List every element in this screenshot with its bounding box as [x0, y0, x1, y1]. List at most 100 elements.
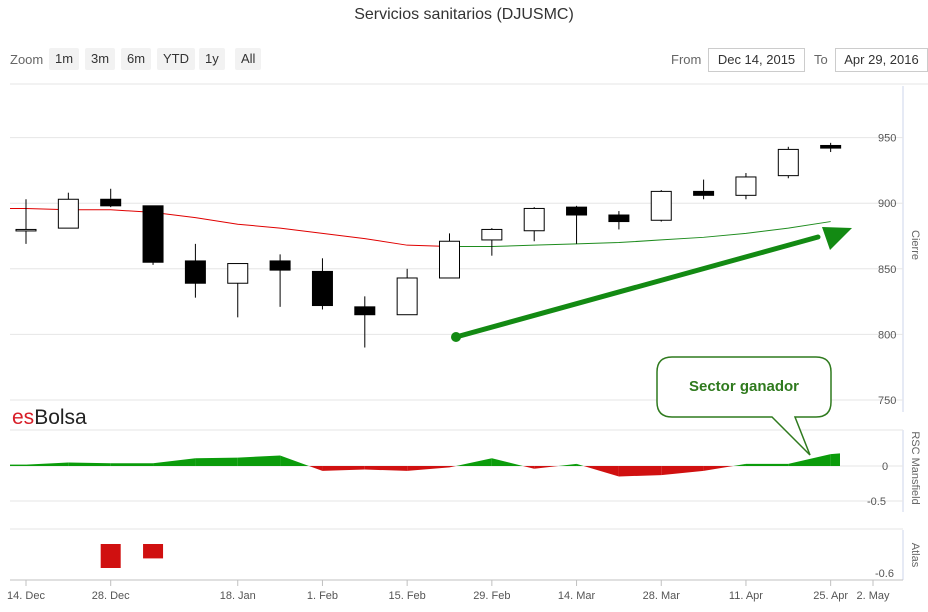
rsc-tick-label: -0.5 [867, 496, 886, 508]
candle-body [735, 176, 757, 196]
atlas-bar [100, 544, 121, 568]
rsc-area-segment [407, 466, 450, 471]
candle [100, 188, 122, 208]
candle [142, 205, 164, 265]
candle [439, 233, 460, 279]
rsc-area-segment [491, 458, 523, 466]
rsc-area-segment [534, 466, 559, 469]
candle-body [354, 306, 376, 316]
rsc-area-segment [558, 463, 577, 466]
candle [777, 146, 799, 179]
candle-body [57, 198, 79, 229]
rsc-area-segment [583, 466, 619, 477]
annotation-text: Sector ganador [688, 378, 800, 395]
zoom-1m-button[interactable]: 1m [49, 48, 80, 70]
candle-body [15, 228, 37, 232]
price-tick-label: 950 [878, 133, 896, 145]
candle [15, 199, 37, 244]
rsc-area-segment [618, 466, 662, 477]
candle [735, 173, 757, 200]
x-tick-label: 28. Dec [92, 590, 130, 602]
rsc-area-segment [364, 466, 408, 471]
x-tick-label: 11. Apr [729, 590, 763, 602]
candle-body [269, 260, 291, 271]
rsc-area-segment [110, 463, 154, 466]
candle-body [481, 228, 503, 241]
to-date-input[interactable]: Apr 29, 2016 [835, 48, 928, 72]
rsc-area-segment [788, 454, 831, 466]
rsc-axis-title: RSC Mansfield [909, 431, 921, 504]
price-tick-label: 800 [878, 329, 896, 341]
rsc-area-segment [522, 466, 535, 469]
rsc-area-segment [195, 457, 238, 466]
x-tick-label: 25. Apr [813, 590, 848, 602]
rsc-area-segment [10, 464, 26, 466]
x-tick-label: 2. May [856, 590, 890, 602]
candle [184, 243, 206, 298]
candle [269, 254, 291, 307]
zoom-label: Zoom [10, 52, 44, 67]
rsc-area-segment [449, 466, 457, 468]
rsc-area-segment [576, 463, 584, 466]
price-tick-label: 850 [878, 264, 896, 276]
candle-body [227, 263, 249, 284]
rsc-area-segment [745, 463, 789, 466]
logo-part-bolsa: Bolsa [34, 406, 87, 429]
candle [481, 228, 503, 256]
zoom-all-button[interactable]: All [235, 48, 262, 70]
trend-arrow [451, 227, 852, 342]
atlas-axis-title: Atlas [909, 543, 921, 568]
candle-body [439, 240, 460, 279]
x-tick-label: 14. Dec [7, 590, 45, 602]
logo-part-es: es [12, 406, 35, 429]
callout-bubble [656, 356, 832, 456]
candle-body [693, 190, 715, 196]
candle-body [100, 198, 122, 207]
candle-body [566, 206, 588, 216]
rsc-area-segment [237, 455, 281, 466]
price-tick-label: 750 [878, 395, 896, 407]
price-tick-label: 900 [878, 198, 896, 210]
from-date-input[interactable]: Dec 14, 2015 [708, 48, 805, 72]
zoom-ytd-button[interactable]: YTD [157, 48, 195, 70]
candle [523, 207, 545, 242]
atlas-bar [143, 544, 164, 559]
zoom-1y-button[interactable]: 1y [199, 48, 225, 70]
rsc-area-segment [830, 453, 840, 466]
zoom-3m-button[interactable]: 3m [85, 48, 116, 70]
candle [354, 296, 376, 348]
candle-body [311, 270, 333, 307]
x-tick-label: 1. Feb [307, 590, 338, 602]
candle-body [820, 144, 842, 149]
rsc-area-segment [322, 466, 365, 471]
candle [396, 268, 418, 316]
candle-body [184, 260, 206, 284]
rsc-area-segment [153, 458, 196, 466]
esbolsa-logo: esBolsa [12, 406, 87, 430]
zoom-6m-button[interactable]: 6m [121, 48, 152, 70]
rsc-area-segment [26, 462, 69, 466]
rsc-area-segment [308, 466, 323, 471]
candle-body [396, 277, 418, 316]
atlas-tick-label: -0.6 [875, 568, 894, 580]
candle-body [608, 214, 630, 223]
candle-body [523, 207, 545, 232]
candle-body [142, 205, 164, 263]
x-tick-label: 18. Jan [220, 590, 256, 602]
to-label: To [814, 52, 828, 67]
rsc-area-segment [703, 466, 734, 471]
x-tick-label: 14. Mar [558, 590, 596, 602]
candle-body [777, 148, 799, 177]
candle [311, 258, 333, 310]
candle [608, 211, 630, 230]
candle [227, 263, 249, 318]
rsc-area-segment [661, 466, 704, 476]
from-label: From [671, 52, 702, 67]
rsc-area-segment [456, 458, 492, 466]
candle-body [650, 190, 672, 221]
rsc-tick-label: 0 [882, 461, 888, 473]
candle [820, 142, 842, 153]
rsc-area-segment [733, 463, 746, 466]
candle [650, 190, 672, 222]
x-tick-label: 15. Feb [388, 590, 425, 602]
